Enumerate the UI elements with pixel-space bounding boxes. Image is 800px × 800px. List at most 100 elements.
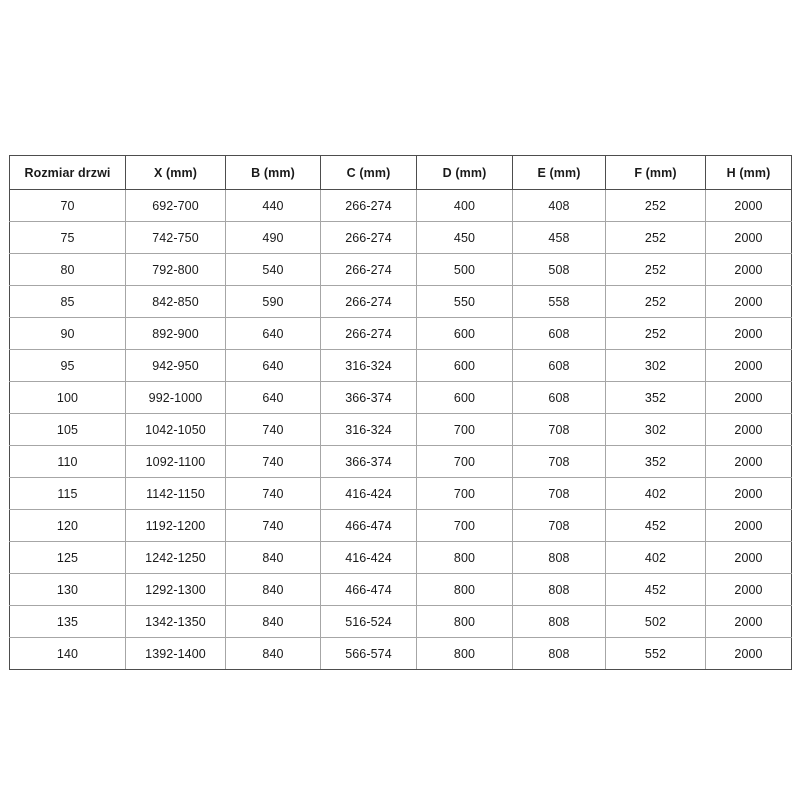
- cell-h: 2000: [705, 445, 792, 478]
- cell-d: 700: [416, 445, 513, 478]
- cell-d: 500: [416, 253, 513, 286]
- cell-h: 2000: [705, 541, 792, 574]
- cell-x: 842-850: [125, 285, 226, 318]
- cell-c: 466-474: [320, 509, 417, 542]
- cell-b: 740: [225, 477, 321, 510]
- cell-d: 550: [416, 285, 513, 318]
- cell-c: 266-274: [320, 221, 417, 254]
- cell-f: 452: [605, 573, 706, 606]
- cell-f: 502: [605, 605, 706, 638]
- column-header-b: B (mm): [225, 155, 321, 190]
- cell-h: 2000: [705, 381, 792, 414]
- table-row: 115 1142-1150 740 416-424 700 708 402 20…: [9, 477, 792, 510]
- cell-rozmiar-drzwi: 100: [9, 381, 126, 414]
- cell-b: 640: [225, 381, 321, 414]
- column-header-f: F (mm): [605, 155, 706, 190]
- cell-rozmiar-drzwi: 70: [9, 189, 126, 222]
- size-table-container: Rozmiar drzwi X (mm) B (mm) C (mm) D (mm…: [9, 155, 792, 670]
- cell-b: 590: [225, 285, 321, 318]
- cell-rozmiar-drzwi: 95: [9, 349, 126, 382]
- table-row: 105 1042-1050 740 316-324 700 708 302 20…: [9, 413, 792, 446]
- table-header-row: Rozmiar drzwi X (mm) B (mm) C (mm) D (mm…: [9, 155, 792, 190]
- table-row: 125 1242-1250 840 416-424 800 808 402 20…: [9, 541, 792, 574]
- cell-x: 1392-1400: [125, 637, 226, 670]
- cell-f: 402: [605, 541, 706, 574]
- cell-rozmiar-drzwi: 80: [9, 253, 126, 286]
- cell-rozmiar-drzwi: 120: [9, 509, 126, 542]
- cell-b: 740: [225, 413, 321, 446]
- cell-e: 608: [512, 317, 606, 350]
- cell-h: 2000: [705, 285, 792, 318]
- table-row: 110 1092-1100 740 366-374 700 708 352 20…: [9, 445, 792, 478]
- cell-d: 800: [416, 605, 513, 638]
- cell-f: 402: [605, 477, 706, 510]
- table-row: 135 1342-1350 840 516-524 800 808 502 20…: [9, 605, 792, 638]
- cell-d: 800: [416, 573, 513, 606]
- column-header-h: H (mm): [705, 155, 792, 190]
- cell-c: 366-374: [320, 445, 417, 478]
- cell-c: 266-274: [320, 285, 417, 318]
- column-header-d: D (mm): [416, 155, 513, 190]
- cell-c: 266-274: [320, 189, 417, 222]
- cell-f: 252: [605, 285, 706, 318]
- cell-b: 640: [225, 317, 321, 350]
- cell-d: 800: [416, 541, 513, 574]
- cell-h: 2000: [705, 221, 792, 254]
- table-row: 140 1392-1400 840 566-574 800 808 552 20…: [9, 637, 792, 670]
- cell-f: 352: [605, 445, 706, 478]
- cell-e: 708: [512, 509, 606, 542]
- cell-f: 252: [605, 189, 706, 222]
- table-row: 100 992-1000 640 366-374 600 608 352 200…: [9, 381, 792, 414]
- cell-d: 700: [416, 413, 513, 446]
- cell-c: 516-524: [320, 605, 417, 638]
- cell-x: 992-1000: [125, 381, 226, 414]
- cell-x: 1242-1250: [125, 541, 226, 574]
- cell-x: 892-900: [125, 317, 226, 350]
- cell-e: 708: [512, 445, 606, 478]
- cell-e: 458: [512, 221, 606, 254]
- cell-x: 942-950: [125, 349, 226, 382]
- cell-e: 608: [512, 381, 606, 414]
- cell-e: 708: [512, 477, 606, 510]
- cell-d: 450: [416, 221, 513, 254]
- cell-c: 566-574: [320, 637, 417, 670]
- table-row: 70 692-700 440 266-274 400 408 252 2000: [9, 189, 792, 222]
- table-row: 80 792-800 540 266-274 500 508 252 2000: [9, 253, 792, 286]
- cell-d: 600: [416, 317, 513, 350]
- cell-h: 2000: [705, 477, 792, 510]
- cell-rozmiar-drzwi: 85: [9, 285, 126, 318]
- cell-d: 600: [416, 381, 513, 414]
- cell-f: 252: [605, 253, 706, 286]
- cell-x: 792-800: [125, 253, 226, 286]
- cell-f: 302: [605, 413, 706, 446]
- cell-f: 302: [605, 349, 706, 382]
- cell-c: 266-274: [320, 317, 417, 350]
- cell-b: 840: [225, 637, 321, 670]
- cell-f: 252: [605, 221, 706, 254]
- cell-b: 540: [225, 253, 321, 286]
- cell-x: 1192-1200: [125, 509, 226, 542]
- cell-f: 452: [605, 509, 706, 542]
- cell-e: 608: [512, 349, 606, 382]
- cell-b: 840: [225, 573, 321, 606]
- table-row: 95 942-950 640 316-324 600 608 302 2000: [9, 349, 792, 382]
- cell-c: 266-274: [320, 253, 417, 286]
- cell-c: 466-474: [320, 573, 417, 606]
- cell-f: 552: [605, 637, 706, 670]
- column-header-rozmiar-drzwi: Rozmiar drzwi: [9, 155, 126, 190]
- cell-x: 1042-1050: [125, 413, 226, 446]
- cell-c: 316-324: [320, 349, 417, 382]
- table-body: 70 692-700 440 266-274 400 408 252 2000 …: [9, 189, 792, 670]
- cell-x: 1292-1300: [125, 573, 226, 606]
- cell-e: 808: [512, 605, 606, 638]
- cell-b: 740: [225, 509, 321, 542]
- cell-h: 2000: [705, 253, 792, 286]
- table-header: Rozmiar drzwi X (mm) B (mm) C (mm) D (mm…: [9, 155, 792, 190]
- cell-rozmiar-drzwi: 110: [9, 445, 126, 478]
- cell-e: 408: [512, 189, 606, 222]
- table-row: 90 892-900 640 266-274 600 608 252 2000: [9, 317, 792, 350]
- cell-d: 600: [416, 349, 513, 382]
- cell-rozmiar-drzwi: 90: [9, 317, 126, 350]
- table-row: 75 742-750 490 266-274 450 458 252 2000: [9, 221, 792, 254]
